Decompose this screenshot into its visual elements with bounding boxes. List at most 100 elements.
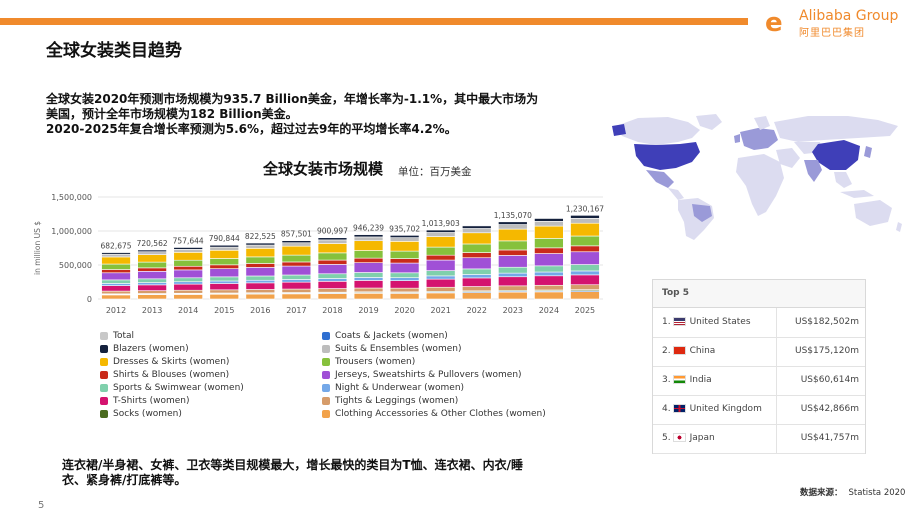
bar-segment <box>137 267 167 272</box>
total-data-label: 946,239 <box>353 224 384 233</box>
bar-segment <box>462 286 492 292</box>
bar-segment <box>245 267 276 277</box>
bar-segment <box>137 254 167 263</box>
bar-segment <box>317 252 348 261</box>
legend-label: Jerseys, Sweatshirts & Pullovers (women) <box>335 370 522 380</box>
bar-segment <box>462 243 492 253</box>
top5-row: 3. India US$60,614m <box>653 366 865 396</box>
bar-segment <box>173 294 203 300</box>
x-tick-label: 2016 <box>250 306 270 315</box>
x-tick-label: 2023 <box>503 306 523 315</box>
bar-segment <box>534 284 564 291</box>
map-region-usa <box>634 142 700 170</box>
legend-swatch <box>100 358 108 366</box>
bar-segment <box>353 240 384 251</box>
legend-label: Shirts & Blouses (women) <box>113 370 230 380</box>
bar-segment <box>570 264 600 272</box>
legend-swatch <box>322 371 330 379</box>
total-data-label: 1,013,903 <box>422 219 460 228</box>
bar-segment <box>245 248 276 258</box>
bar-segment <box>173 269 203 279</box>
top5-rank: 2. <box>662 346 671 356</box>
bar-segment <box>209 268 239 278</box>
legend-swatch <box>100 332 108 340</box>
bar-segment <box>317 264 348 275</box>
bar-segment <box>317 259 348 265</box>
jp-flag-icon <box>672 433 686 442</box>
legend-label: Dresses & Skirts (women) <box>113 357 230 367</box>
bar-segment <box>101 290 131 295</box>
x-tick-label: 2019 <box>358 306 378 315</box>
bar-segment <box>281 242 312 247</box>
map-region-russia <box>774 116 898 142</box>
bar-segment <box>101 269 131 274</box>
total-data-label: 857,501 <box>281 230 312 239</box>
bar-segment <box>425 254 456 261</box>
top5-row: 1. United States US$182,502m <box>653 308 865 338</box>
bar-segment <box>353 234 384 238</box>
bar-segment <box>317 239 348 244</box>
bar-segment <box>101 256 131 265</box>
source-label: 数据来源： <box>800 488 843 498</box>
bar-segment <box>281 261 312 267</box>
bar-segment <box>209 293 239 300</box>
total-data-label: 900,997 <box>317 227 348 236</box>
legend-swatch <box>322 384 330 392</box>
legend-swatch <box>100 345 108 353</box>
bar-segment <box>209 249 239 259</box>
bar-segment <box>389 280 420 289</box>
top5-country-name: China <box>689 346 716 356</box>
map-region-central-america <box>668 188 684 200</box>
cn-flag-icon <box>672 346 686 355</box>
page-title: 全球女装类目趋势 <box>46 41 182 61</box>
bar-segment <box>425 246 456 256</box>
bar-segment <box>137 261 167 269</box>
bar-segment <box>425 275 456 280</box>
bar-segment <box>425 236 456 248</box>
x-tick-label: 2017 <box>286 306 306 315</box>
total-data-label: 720,562 <box>137 239 168 248</box>
bar-segment <box>245 242 276 246</box>
bar-segment <box>353 287 384 293</box>
bar-segment <box>570 235 600 247</box>
total-data-label: 682,675 <box>101 242 132 251</box>
bar-segment <box>570 251 600 265</box>
legend-swatch <box>100 371 108 379</box>
summary-line-2: 衣、紧身裤/打底裤等。 <box>62 473 187 487</box>
bar-segment <box>389 262 420 274</box>
map-region-brazil <box>692 204 712 222</box>
alibaba-logo-icon: e <box>765 8 783 38</box>
bar-segment <box>209 289 239 294</box>
bar-segment <box>498 266 528 274</box>
bar-segment <box>137 284 167 291</box>
bar-segment <box>425 232 456 237</box>
logo-wordmark: Alibaba Group <box>799 8 899 24</box>
bar-segment <box>173 259 203 267</box>
legend-swatch <box>100 397 108 405</box>
bar-segment <box>570 222 600 237</box>
bar-segment <box>462 257 492 270</box>
legend-swatch <box>322 358 330 366</box>
chart-title: 全球女装市场规模 <box>263 160 384 178</box>
map-region-canada <box>616 117 700 145</box>
bar-segment <box>281 245 312 256</box>
map-region-china <box>812 140 860 170</box>
map-region-africa <box>736 154 784 216</box>
top5-rank: 5. <box>662 433 671 443</box>
bar-segment <box>534 221 564 227</box>
bar-segment <box>570 274 600 286</box>
x-tick-label: 2021 <box>430 306 450 315</box>
bar-segment <box>101 272 131 281</box>
total-data-label: 822,525 <box>245 232 276 241</box>
legend-label: Blazers (women) <box>113 344 189 354</box>
bar-segment <box>101 279 131 284</box>
top5-value: US$60,614m <box>800 375 859 385</box>
map-region-japan <box>864 146 872 158</box>
bar-segment <box>425 292 456 300</box>
alibaba-logo: e Alibaba Group 阿里巴巴集团 <box>765 8 915 39</box>
bar-segment <box>534 271 564 277</box>
bar-segment <box>570 284 600 290</box>
bar-segment <box>570 270 600 276</box>
bar-segment <box>173 283 203 291</box>
bar-segment <box>353 262 384 273</box>
